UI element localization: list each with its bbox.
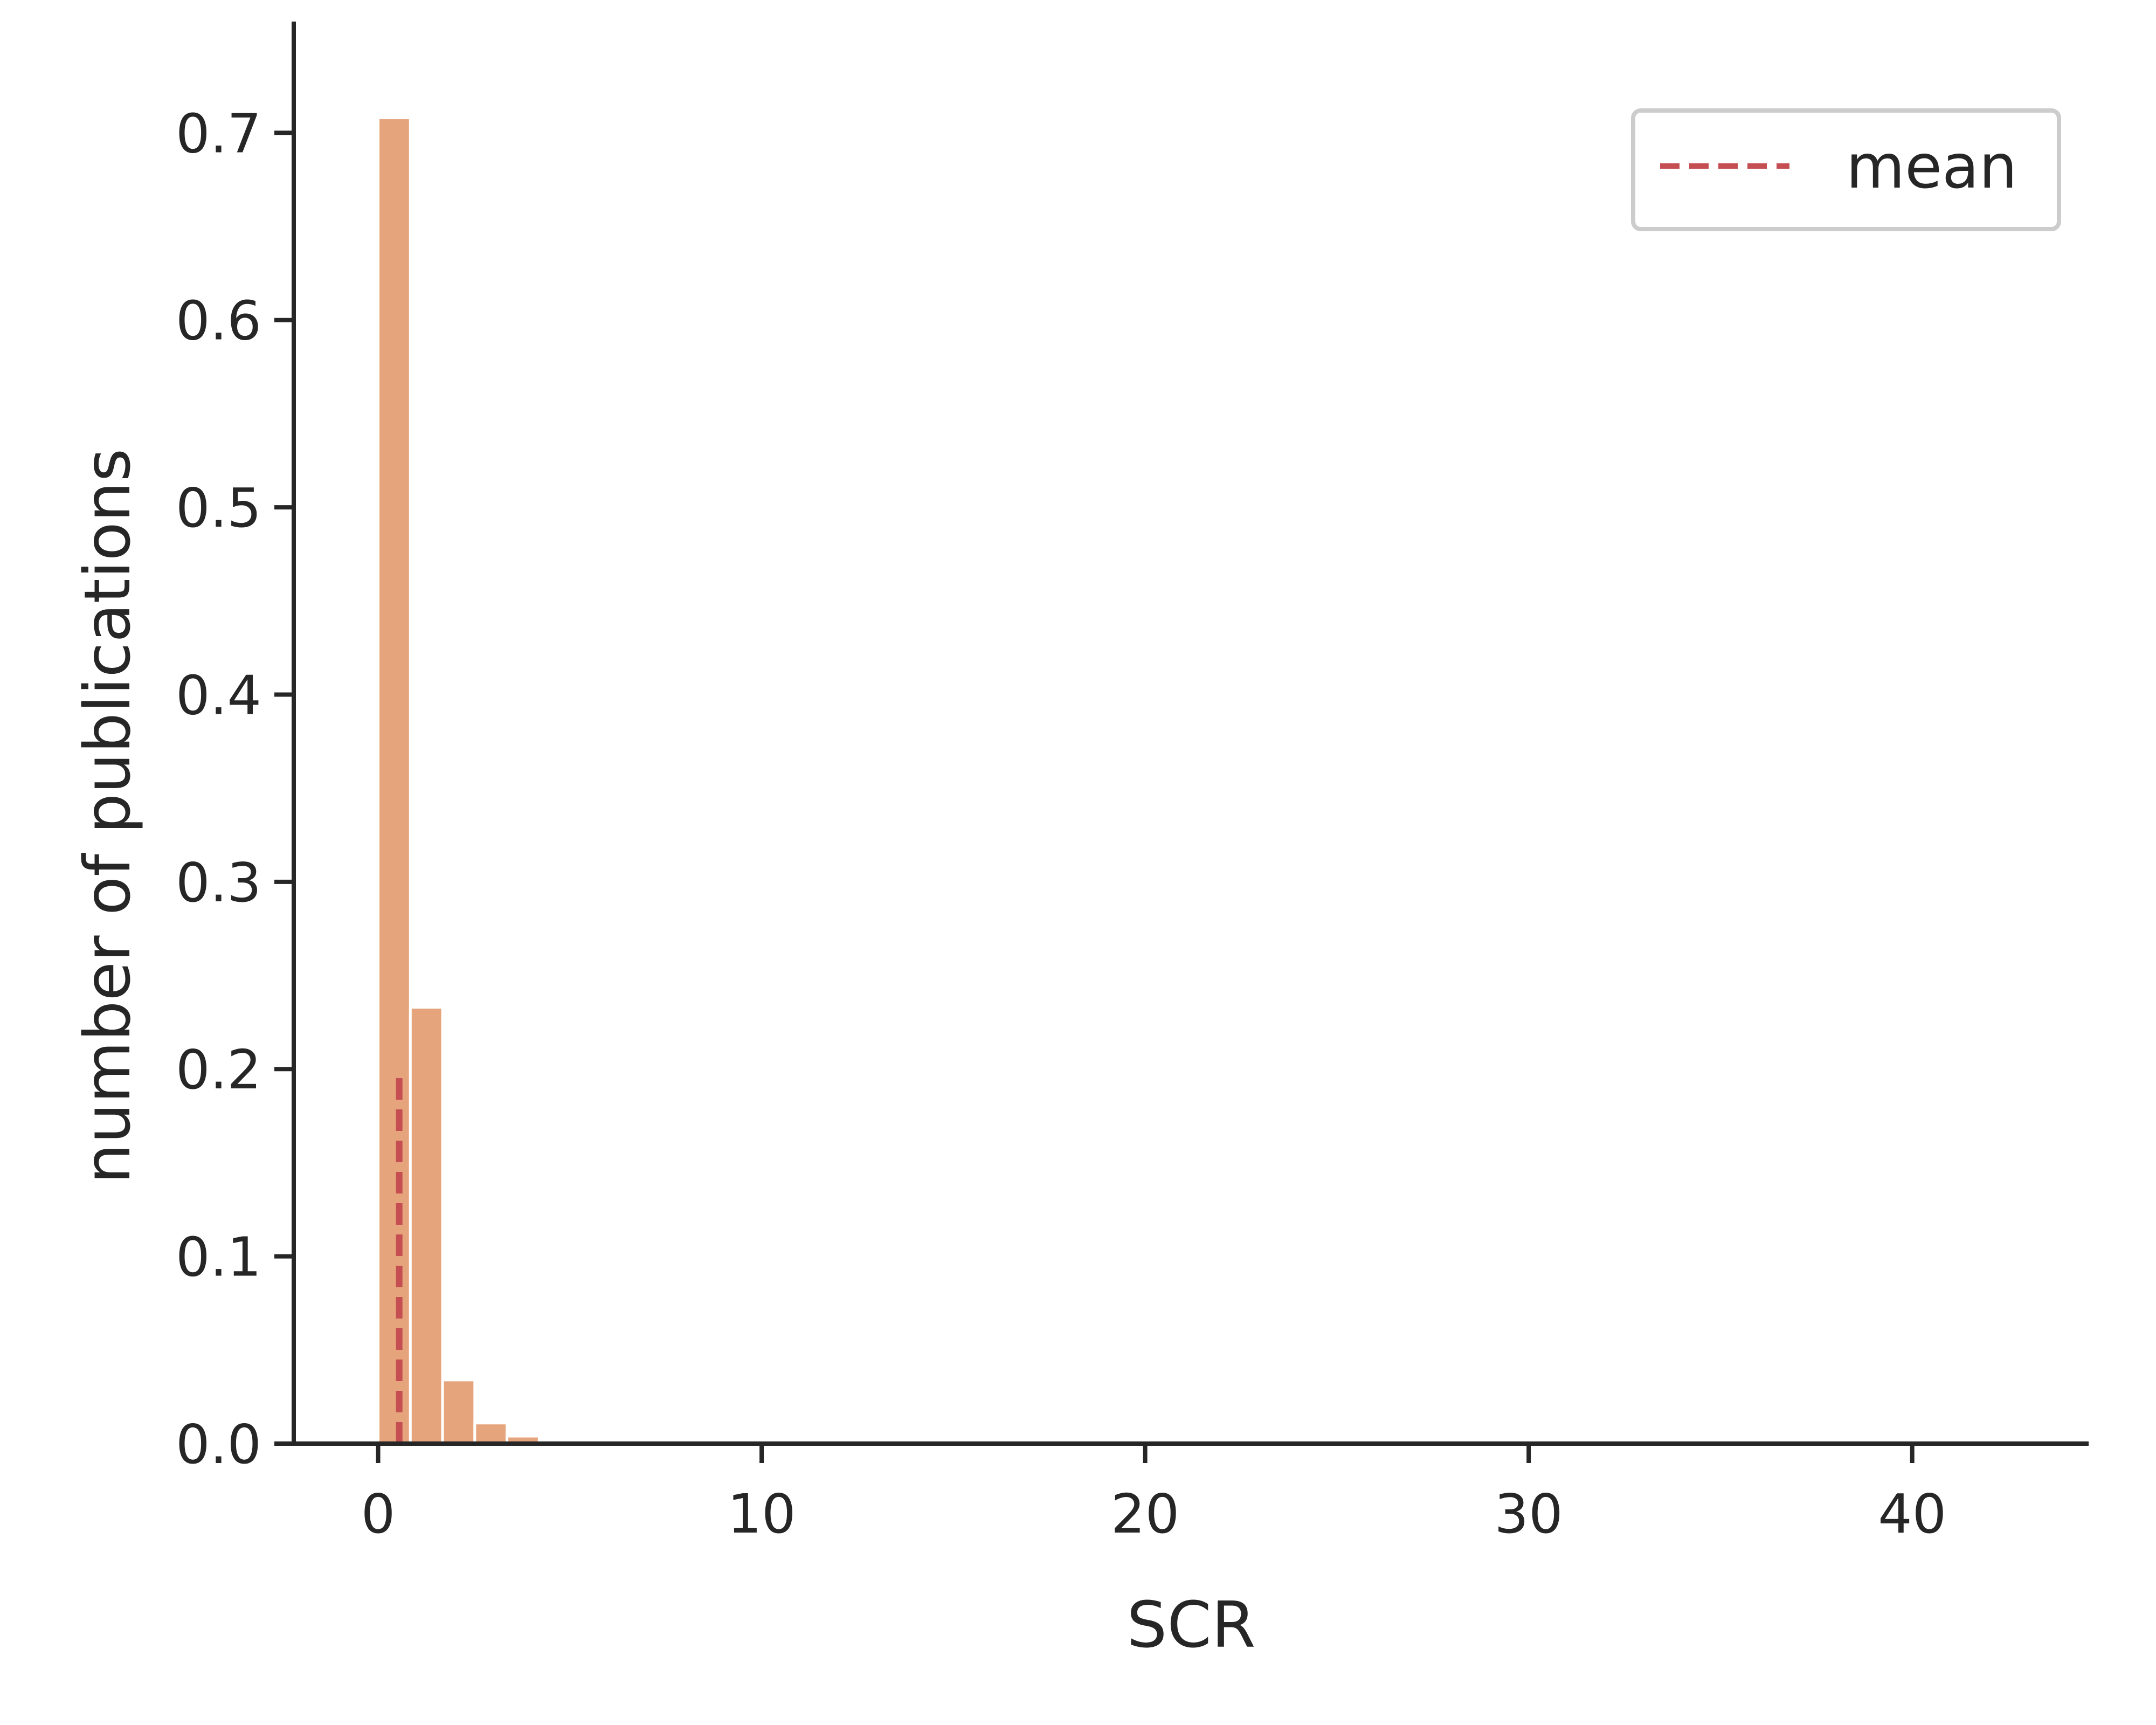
legend-box — [1631, 108, 2061, 231]
histogram-bars — [377, 116, 541, 1445]
y-tick-label: 0.4 — [176, 664, 261, 727]
histogram-bar-1 — [409, 1006, 444, 1445]
axes — [292, 22, 2089, 1446]
y-tick-label: 0.0 — [176, 1413, 261, 1476]
histogram-bar-2 — [441, 1378, 476, 1445]
histogram-bar-3 — [473, 1422, 509, 1445]
y-tick-label: 0.3 — [176, 851, 261, 914]
x-tick-label: 30 — [1495, 1482, 1563, 1545]
x-tick-label: 0 — [361, 1482, 396, 1545]
y-axis-label: number of publications — [70, 448, 144, 1184]
x-tick-label: 40 — [1878, 1482, 1946, 1545]
y-tick-label: 0.7 — [176, 102, 261, 165]
y-tick-label: 0.5 — [176, 477, 261, 540]
x-axis-label: SCR — [1127, 1588, 1255, 1662]
legend-mean-label: mean — [1846, 132, 2017, 202]
y-tick-label: 0.2 — [176, 1038, 261, 1101]
y-axis-ticks: 0.0 0.1 0.2 0.3 0.4 0.5 0.6 0.7 — [176, 102, 294, 1476]
x-tick-label: 10 — [727, 1482, 796, 1545]
x-tick-label: 20 — [1111, 1482, 1179, 1545]
y-tick-label: 0.1 — [176, 1226, 261, 1289]
legend: mean — [1631, 108, 2061, 231]
histogram-bar-0 — [377, 116, 412, 1445]
y-tick-label: 0.6 — [176, 289, 261, 353]
x-axis-ticks: 0 10 20 30 40 — [361, 1444, 1946, 1545]
